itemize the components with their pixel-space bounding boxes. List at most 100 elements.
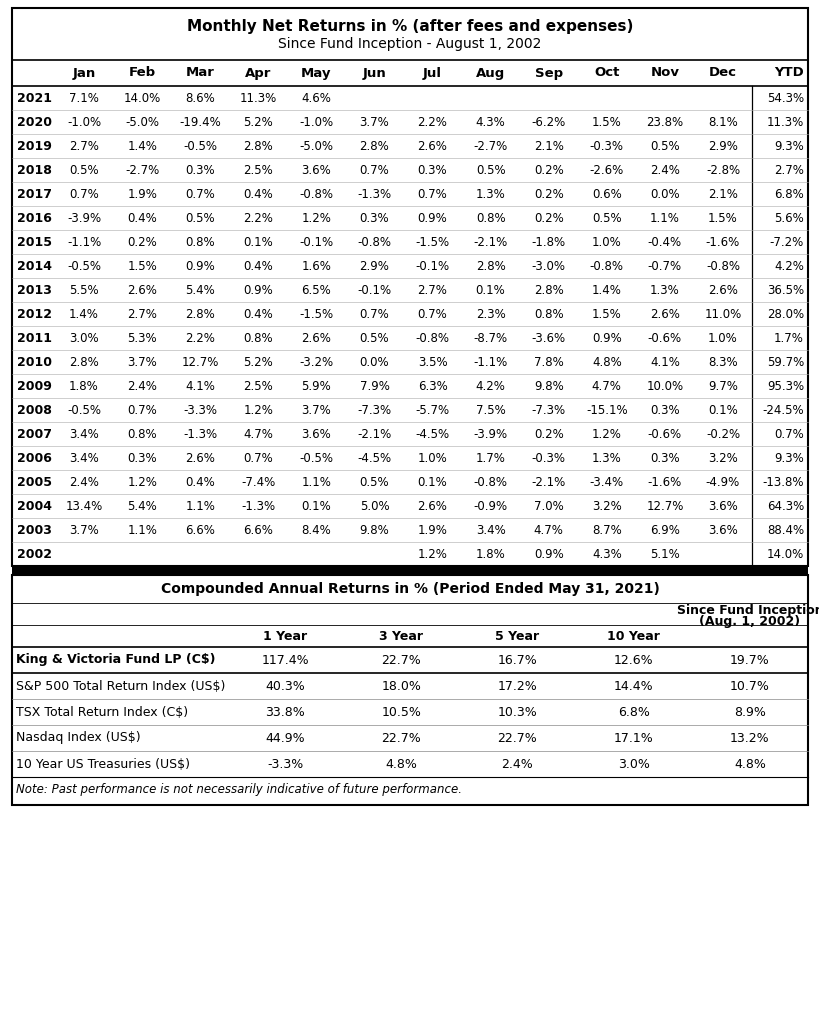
Text: 8.1%: 8.1% <box>708 116 737 128</box>
Text: 1.3%: 1.3% <box>591 452 621 465</box>
Text: 0.2%: 0.2% <box>533 187 563 201</box>
Text: 9.3%: 9.3% <box>773 139 803 153</box>
Text: 1.1%: 1.1% <box>185 500 215 512</box>
Text: Compounded Annual Returns in % (Period Ended May 31, 2021): Compounded Annual Returns in % (Period E… <box>161 582 658 596</box>
Text: -1.1%: -1.1% <box>473 355 507 369</box>
Text: -3.0%: -3.0% <box>531 259 565 272</box>
Text: 0.7%: 0.7% <box>417 187 447 201</box>
Text: -1.0%: -1.0% <box>299 116 333 128</box>
Text: -0.5%: -0.5% <box>299 452 333 465</box>
Text: 13.2%: 13.2% <box>729 731 769 744</box>
Text: -7.3%: -7.3% <box>357 403 391 417</box>
Text: 2009: 2009 <box>17 380 52 392</box>
Text: 2.9%: 2.9% <box>707 139 737 153</box>
Text: 7.1%: 7.1% <box>69 91 99 104</box>
Text: 44.9%: 44.9% <box>265 731 305 744</box>
Text: 2.4%: 2.4% <box>69 475 99 488</box>
Text: 1.1%: 1.1% <box>127 523 157 537</box>
Text: 14.0%: 14.0% <box>766 548 803 560</box>
Text: 1.6%: 1.6% <box>301 259 331 272</box>
Bar <box>12 8 807 566</box>
Text: 3.4%: 3.4% <box>475 523 505 537</box>
Text: 2.6%: 2.6% <box>301 332 331 344</box>
Text: 59.7%: 59.7% <box>766 355 803 369</box>
Text: 2013: 2013 <box>17 284 52 297</box>
Text: 14.4%: 14.4% <box>613 680 653 692</box>
Text: 9.8%: 9.8% <box>533 380 563 392</box>
Text: 2011: 2011 <box>17 332 52 344</box>
Text: 2017: 2017 <box>17 187 52 201</box>
Text: 4.2%: 4.2% <box>475 380 505 392</box>
Text: 4.1%: 4.1% <box>185 380 215 392</box>
Text: 0.4%: 0.4% <box>185 475 215 488</box>
Text: 0.9%: 0.9% <box>591 332 621 344</box>
Text: 2012: 2012 <box>17 307 52 321</box>
Text: 7.0%: 7.0% <box>533 500 563 512</box>
Text: 1.3%: 1.3% <box>475 187 505 201</box>
Text: 2015: 2015 <box>17 236 52 249</box>
Text: 10.7%: 10.7% <box>729 680 769 692</box>
Text: 0.8%: 0.8% <box>127 427 156 440</box>
Text: 2.8%: 2.8% <box>533 284 563 297</box>
Text: 1.9%: 1.9% <box>127 187 157 201</box>
Text: 1.9%: 1.9% <box>417 523 447 537</box>
Text: 18.0%: 18.0% <box>381 680 421 692</box>
Text: 0.1%: 0.1% <box>301 500 331 512</box>
Text: 3.7%: 3.7% <box>301 403 331 417</box>
Text: -0.5%: -0.5% <box>183 139 217 153</box>
Text: -8.7%: -8.7% <box>473 332 507 344</box>
Text: 1.7%: 1.7% <box>475 452 505 465</box>
Text: Jan: Jan <box>72 67 96 80</box>
Text: -1.3%: -1.3% <box>183 427 217 440</box>
Text: -7.3%: -7.3% <box>531 403 565 417</box>
Text: Monthly Net Returns in % (after fees and expenses): Monthly Net Returns in % (after fees and… <box>187 18 632 34</box>
Text: 2.4%: 2.4% <box>501 758 532 770</box>
Text: 6.6%: 6.6% <box>185 523 215 537</box>
Text: 3 Year: 3 Year <box>379 630 423 642</box>
Text: 4.2%: 4.2% <box>773 259 803 272</box>
Text: 1.2%: 1.2% <box>243 403 273 417</box>
Text: -2.8%: -2.8% <box>705 164 739 176</box>
Text: Oct: Oct <box>594 67 618 80</box>
Text: -0.7%: -0.7% <box>647 259 681 272</box>
Text: 4.1%: 4.1% <box>649 355 679 369</box>
Text: 2019: 2019 <box>17 139 52 153</box>
Text: 2010: 2010 <box>17 355 52 369</box>
Text: 0.5%: 0.5% <box>591 212 621 224</box>
Text: King & Victoria Fund LP (C$): King & Victoria Fund LP (C$) <box>16 653 215 667</box>
Text: 5.2%: 5.2% <box>243 355 273 369</box>
Text: -0.2%: -0.2% <box>705 427 739 440</box>
Text: 2.1%: 2.1% <box>707 187 737 201</box>
Text: (Aug. 1, 2002): (Aug. 1, 2002) <box>699 615 799 628</box>
Text: 0.7%: 0.7% <box>69 187 99 201</box>
Text: 0.9%: 0.9% <box>533 548 563 560</box>
Text: 5 Year: 5 Year <box>495 630 539 642</box>
Text: Nasdaq Index (US$): Nasdaq Index (US$) <box>16 731 140 744</box>
Text: 22.7%: 22.7% <box>381 653 421 667</box>
Text: 0.9%: 0.9% <box>417 212 447 224</box>
Text: -4.9%: -4.9% <box>705 475 740 488</box>
Text: 5.3%: 5.3% <box>127 332 156 344</box>
Text: -2.6%: -2.6% <box>589 164 623 176</box>
Text: 10 Year: 10 Year <box>607 630 659 642</box>
Text: -7.4%: -7.4% <box>241 475 275 488</box>
Text: 5.2%: 5.2% <box>243 116 273 128</box>
Text: -3.4%: -3.4% <box>589 475 623 488</box>
Text: 4.8%: 4.8% <box>385 758 417 770</box>
Text: 0.5%: 0.5% <box>69 164 99 176</box>
Text: 0.5%: 0.5% <box>475 164 505 176</box>
Text: 88.4%: 88.4% <box>766 523 803 537</box>
Text: Feb: Feb <box>129 67 156 80</box>
Text: -2.7%: -2.7% <box>473 139 507 153</box>
Text: 2021: 2021 <box>17 91 52 104</box>
Text: 5.9%: 5.9% <box>301 380 331 392</box>
Bar <box>12 566 807 575</box>
Text: 2.5%: 2.5% <box>243 164 273 176</box>
Text: Nov: Nov <box>649 67 679 80</box>
Text: Jul: Jul <box>423 67 441 80</box>
Text: 0.5%: 0.5% <box>649 139 679 153</box>
Text: 10.0%: 10.0% <box>645 380 682 392</box>
Text: 2018: 2018 <box>17 164 52 176</box>
Text: 0.8%: 0.8% <box>533 307 563 321</box>
Text: 4.6%: 4.6% <box>301 91 331 104</box>
